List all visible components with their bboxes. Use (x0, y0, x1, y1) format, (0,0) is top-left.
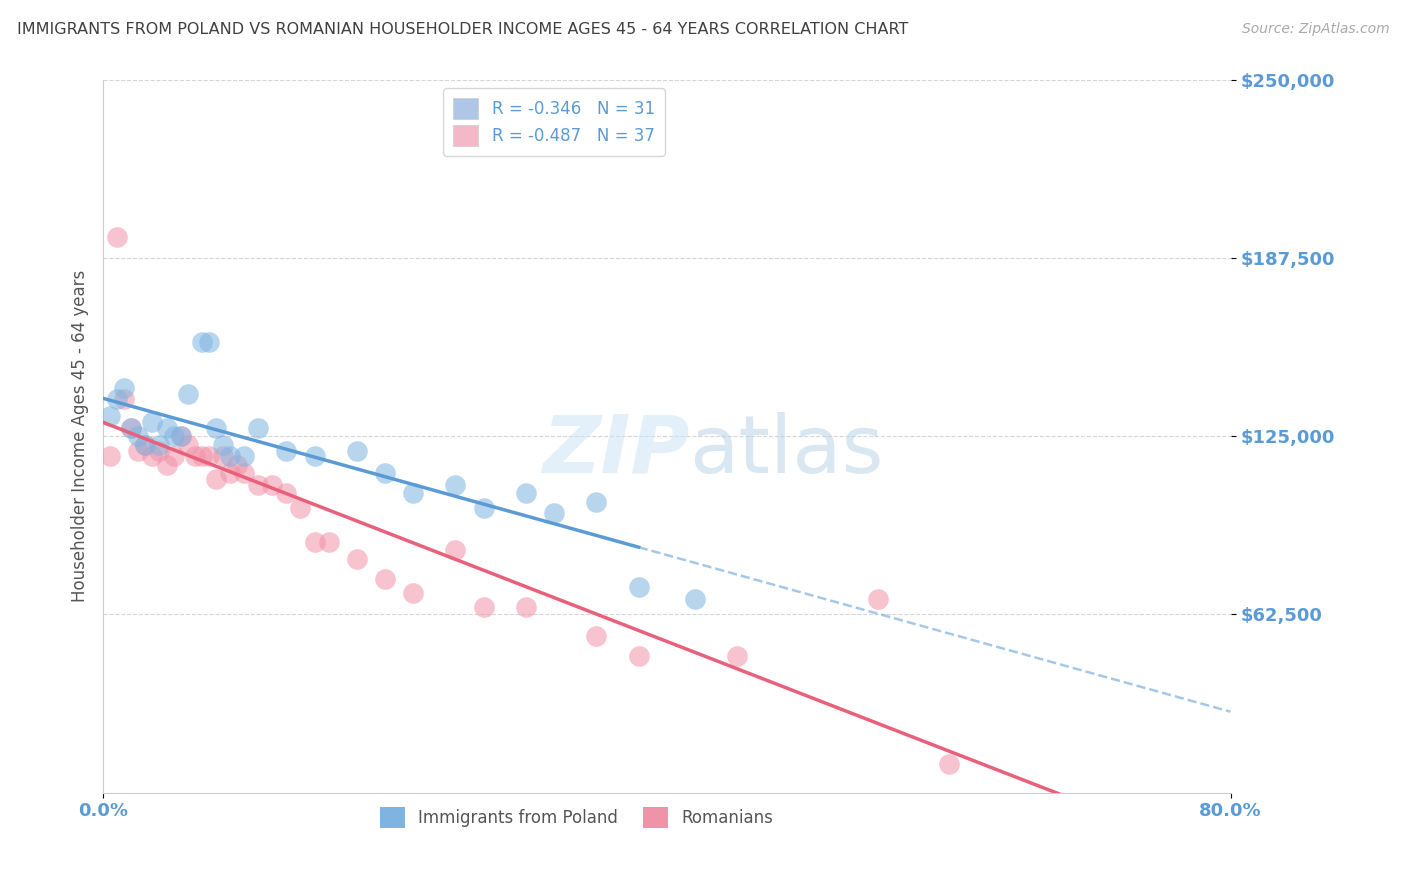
Point (98, 450, 121, 464)
Point (304, 534, 326, 549)
Point (155, 421, 177, 435)
Point (868, 591, 890, 606)
Point (402, 586, 425, 600)
Y-axis label: Householder Income Ages 45 - 64 years: Householder Income Ages 45 - 64 years (72, 270, 89, 602)
Point (262, 477, 284, 491)
Text: atlas: atlas (689, 411, 884, 490)
Legend: Immigrants from Poland, Romanians: Immigrants from Poland, Romanians (373, 800, 780, 834)
Point (627, 648, 650, 663)
Point (472, 500, 495, 515)
Point (134, 438, 156, 452)
Point (155, 458, 177, 472)
Point (304, 450, 326, 464)
Point (198, 450, 221, 464)
Point (683, 591, 706, 606)
Point (141, 415, 163, 429)
Point (205, 421, 228, 435)
Point (374, 467, 396, 481)
Point (402, 486, 425, 500)
Point (105, 229, 128, 244)
Point (191, 450, 214, 464)
Point (112, 381, 135, 395)
Point (374, 572, 396, 586)
Point (212, 450, 235, 464)
Point (627, 581, 650, 595)
Point (120, 421, 142, 435)
Point (148, 438, 170, 452)
Point (233, 450, 256, 464)
Point (176, 438, 198, 452)
Point (176, 386, 198, 401)
Point (162, 450, 184, 464)
Point (112, 392, 135, 407)
Text: Source: ZipAtlas.com: Source: ZipAtlas.com (1241, 22, 1389, 37)
Point (247, 421, 270, 435)
Point (127, 429, 149, 443)
Point (247, 477, 270, 491)
Point (233, 467, 256, 481)
Point (219, 450, 242, 464)
Point (346, 552, 368, 566)
Point (515, 600, 537, 615)
Point (346, 443, 368, 458)
Point (162, 429, 184, 443)
Point (318, 534, 340, 549)
Point (212, 438, 235, 452)
Point (444, 477, 467, 491)
Point (134, 438, 156, 452)
Point (290, 500, 312, 515)
Point (219, 467, 242, 481)
Point (444, 543, 467, 558)
Point (191, 335, 214, 350)
Point (725, 648, 748, 663)
Point (276, 443, 298, 458)
Point (585, 495, 607, 509)
Point (148, 443, 170, 458)
Point (938, 757, 960, 772)
Point (105, 392, 128, 407)
Point (127, 443, 149, 458)
Point (169, 429, 191, 443)
Point (169, 429, 191, 443)
Text: ZIP: ZIP (541, 411, 689, 490)
Text: IMMIGRANTS FROM POLAND VS ROMANIAN HOUSEHOLDER INCOME AGES 45 - 64 YEARS CORRELA: IMMIGRANTS FROM POLAND VS ROMANIAN HOUSE… (17, 22, 908, 37)
Point (226, 458, 249, 472)
Point (543, 506, 565, 520)
Point (205, 472, 228, 486)
Point (515, 486, 537, 500)
Point (183, 450, 205, 464)
Point (585, 629, 607, 643)
Point (120, 421, 142, 435)
Point (472, 600, 495, 615)
Point (141, 450, 163, 464)
Point (276, 486, 298, 500)
Point (98, 409, 121, 424)
Point (198, 335, 221, 350)
